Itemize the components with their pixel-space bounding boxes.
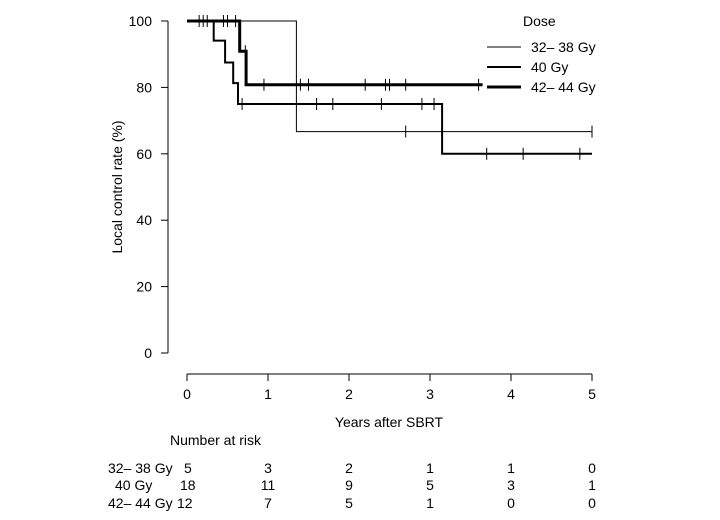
x-tick-label-0: 0 [183, 386, 191, 402]
y-tick-label-20: 20 [136, 279, 152, 295]
risk-row-label-32-38-gy: 32– 38 Gy [108, 460, 173, 476]
risk-value: 0 [588, 495, 596, 511]
series-1 [187, 15, 592, 160]
x-ticks: 0 1 2 3 4 5 [183, 374, 596, 402]
risk-row-first-32-38-gy: 5 [184, 460, 192, 476]
risk-value: 1 [588, 477, 596, 493]
risk-value: 11 [261, 477, 276, 493]
risk-values: 3 2 1 1 011 9 5 3 17 5 1 0 0 [261, 460, 596, 511]
risk-row-label-42-44-gy: 42– 44 Gy [108, 495, 173, 511]
risk-value: 1 [507, 460, 515, 476]
legend-label-32-38-gy: 32– 38 Gy [531, 39, 596, 55]
legend-title: Dose [523, 13, 556, 29]
series-layer [187, 15, 593, 160]
y-tick-label-40: 40 [136, 212, 152, 228]
risk-value: 1 [426, 495, 434, 511]
y-tick-label-0: 0 [144, 345, 152, 361]
risk-row-first-42-44-gy: 12 [177, 495, 193, 511]
risk-value: 3 [264, 460, 272, 476]
km-curve-0 [187, 20, 592, 133]
risk-value: 2 [345, 460, 353, 476]
x-tick-label-5: 5 [588, 386, 596, 402]
risk-value: 9 [345, 477, 353, 493]
risk-row-label-40-gy: 40 Gy [115, 477, 152, 493]
risk-value: 3 [507, 477, 515, 493]
series-0 [187, 15, 593, 138]
y-tick-label-60: 60 [136, 146, 152, 162]
risk-value: 7 [264, 495, 272, 511]
x-tick-label-2: 2 [345, 386, 353, 402]
risk-value: 1 [426, 460, 434, 476]
y-tick-label-80: 80 [136, 79, 152, 95]
risk-value: 5 [345, 495, 353, 511]
km-curve-2 [187, 19, 483, 87]
risk-row-first-40-gy: 18 [180, 477, 196, 493]
x-tick-label-3: 3 [426, 386, 434, 402]
y-tick-label-100: 100 [129, 13, 153, 29]
risk-value: 0 [507, 495, 515, 511]
risk-table-title: Number at risk [170, 432, 262, 448]
y-axis-title: Local control rate (%) [109, 120, 125, 253]
km-curve-1 [187, 20, 592, 155]
y-ticks: 0 20 40 60 80 100 [129, 13, 168, 361]
x-tick-label-1: 1 [264, 386, 272, 402]
x-tick-label-4: 4 [507, 386, 515, 402]
risk-value: 0 [588, 460, 596, 476]
legend-label-40-gy: 40 Gy [531, 59, 568, 75]
x-axis-title: Years after SBRT [335, 414, 444, 430]
series-2 [187, 15, 483, 91]
legend-label-42-44-gy: 42– 44 Gy [531, 79, 596, 95]
risk-value: 5 [426, 477, 434, 493]
legend: Dose 32– 38 Gy 40 Gy 42– 44 Gy [487, 13, 596, 95]
